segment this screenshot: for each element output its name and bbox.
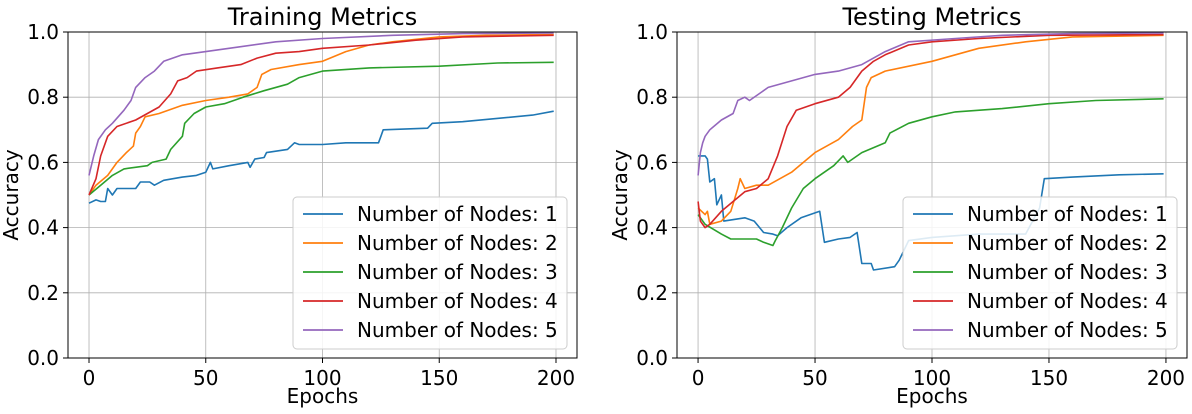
- x-tick-label: 100: [303, 366, 341, 390]
- legend: Number of Nodes: 1 Number of Nodes: 2 Numb…: [902, 196, 1178, 350]
- series-line-number-of-nodes-5: [697, 32, 1164, 176]
- y-tick-label: 0.0: [27, 346, 59, 370]
- legend-label: Number of Nodes: 5: [967, 318, 1168, 342]
- legend-label: Number of Nodes: 3: [357, 260, 558, 284]
- x-tick-label: 200: [537, 366, 575, 390]
- x-tick-label: 0: [83, 366, 96, 390]
- y-tick-label: 0.2: [636, 281, 668, 305]
- legend-label: Number of Nodes: 3: [967, 260, 1168, 284]
- y-axis-label: Accuracy: [608, 149, 632, 240]
- legend-box: [902, 196, 1178, 350]
- y-tick-label: 0.8: [27, 85, 59, 109]
- x-tick-label: 200: [1147, 366, 1185, 390]
- legend-label: Number of Nodes: 4: [357, 289, 558, 313]
- legend-label: Number of Nodes: 1: [357, 202, 558, 226]
- legend-label: Number of Nodes: 4: [967, 289, 1168, 313]
- series-line-number-of-nodes-2: [88, 33, 554, 196]
- y-tick-label: 1.0: [27, 20, 59, 44]
- y-tick-label: 0.4: [27, 216, 59, 240]
- y-tick-label: 0.6: [27, 150, 59, 174]
- x-axis-label: Epochs: [896, 384, 968, 408]
- y-tick-label: 0.6: [636, 150, 668, 174]
- series-line-number-of-nodes-1: [88, 110, 554, 204]
- series-line-number-of-nodes-3: [88, 61, 554, 196]
- y-tick-label: 0.2: [27, 281, 59, 305]
- series-line-number-of-nodes-4: [697, 33, 1164, 229]
- x-tick-label: 50: [193, 366, 218, 390]
- y-tick-label: 0.8: [636, 85, 668, 109]
- legend-label: Number of Nodes: 2: [357, 231, 558, 255]
- y-tick-label: 0.0: [636, 346, 668, 370]
- x-tick-label: 0: [692, 366, 705, 390]
- series-line-number-of-nodes-4: [88, 34, 554, 196]
- chart-title: Training Metrics: [227, 3, 417, 31]
- x-tick-label: 150: [420, 366, 458, 390]
- series-line-number-of-nodes-3: [697, 98, 1164, 247]
- legend-label: Number of Nodes: 1: [967, 202, 1168, 226]
- x-tick-label: 100: [913, 366, 951, 390]
- x-axis-label: Epochs: [287, 384, 359, 408]
- y-axis-label: Accuracy: [0, 149, 23, 240]
- x-tick-label: 50: [802, 366, 827, 390]
- legend-label: Number of Nodes: 2: [967, 231, 1168, 255]
- legend: Number of Nodes: 1 Number of Nodes: 2 Numb…: [292, 196, 568, 350]
- legend-box: [292, 196, 568, 350]
- legend-label: Number of Nodes: 5: [357, 318, 558, 342]
- series-line-number-of-nodes-5: [88, 32, 554, 176]
- chart-title: Testing Metrics: [841, 3, 1021, 31]
- series-lines: [88, 32, 554, 204]
- testing-metrics-panel: 0 50 100 150 200 0.0 0.2 0.4 0.6 0.8 1.0 Testing Me…: [608, 3, 1188, 408]
- series-lines: [697, 32, 1164, 271]
- x-tick-label: 150: [1030, 366, 1068, 390]
- y-tick-label: 0.4: [636, 216, 668, 240]
- series-line-number-of-nodes-2: [697, 34, 1164, 226]
- y-tick-label: 1.0: [636, 20, 668, 44]
- training-metrics-panel: 0 50 100 150 200 0.0 0.2 0.4 0.6 0.8 1.0 Training M…: [0, 3, 578, 408]
